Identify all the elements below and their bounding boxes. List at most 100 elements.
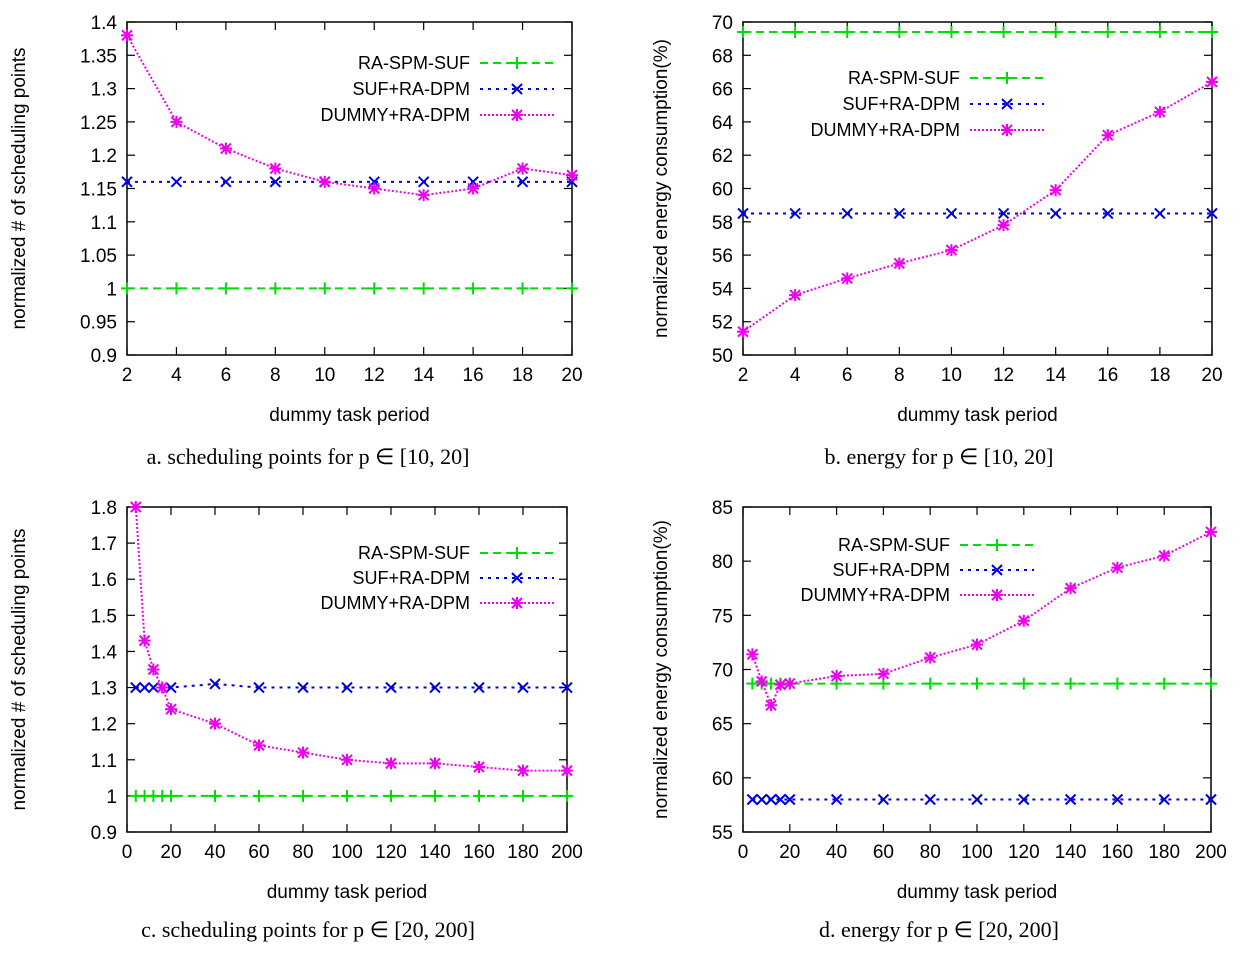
data-point bbox=[297, 746, 309, 759]
data-point bbox=[1158, 549, 1171, 562]
x-tick-label: 40 bbox=[826, 842, 847, 863]
x-tick-label: 10 bbox=[314, 365, 335, 386]
data-point bbox=[517, 789, 529, 802]
y-tick-label: 80 bbox=[712, 552, 733, 573]
data-point bbox=[971, 638, 983, 651]
x-tick-label: 10 bbox=[941, 365, 962, 386]
data-point bbox=[877, 667, 890, 680]
data-point bbox=[269, 176, 282, 188]
data-point bbox=[269, 162, 282, 175]
data-point bbox=[1111, 561, 1124, 574]
data-point bbox=[746, 793, 759, 806]
legend-marker bbox=[511, 547, 523, 559]
data-point bbox=[417, 176, 430, 188]
data-point bbox=[297, 681, 309, 694]
data-point bbox=[561, 789, 573, 802]
y-axis-title: normalized # of scheduling points bbox=[9, 47, 30, 329]
data-point bbox=[1158, 677, 1171, 690]
x-tick-label: 14 bbox=[1045, 365, 1067, 386]
data-point bbox=[341, 789, 353, 802]
data-point bbox=[1049, 184, 1062, 197]
x-tick-label: 2 bbox=[122, 365, 133, 386]
data-point bbox=[789, 289, 802, 302]
plot-frame bbox=[742, 21, 1213, 356]
data-point bbox=[924, 793, 936, 806]
data-point bbox=[737, 207, 749, 220]
panel-caption: a. scheduling points for p ∈ [10, 20] bbox=[147, 444, 470, 469]
data-point bbox=[789, 25, 802, 38]
legend-label: DUMMY+RA-DPM bbox=[800, 585, 950, 605]
y-tick-label: 1.8 bbox=[91, 498, 117, 519]
legend-marker bbox=[1001, 72, 1013, 84]
series-line-2 bbox=[751, 531, 1212, 708]
data-point bbox=[997, 219, 1010, 232]
legend-label: DUMMY+RA-DPM bbox=[320, 105, 470, 125]
data-point bbox=[473, 789, 485, 802]
x-tick-label: 4 bbox=[171, 365, 182, 386]
data-point bbox=[971, 677, 983, 690]
data-point bbox=[138, 681, 151, 694]
x-tick-label: 14 bbox=[413, 365, 435, 386]
data-point bbox=[318, 175, 331, 188]
x-tick-label: 4 bbox=[790, 365, 801, 386]
data-point bbox=[341, 753, 353, 766]
legend-marker bbox=[511, 109, 523, 121]
data-point bbox=[253, 789, 265, 802]
x-tick-label: 140 bbox=[1055, 842, 1087, 863]
data-point bbox=[165, 789, 177, 802]
data-point bbox=[429, 757, 441, 770]
legend-marker bbox=[1001, 124, 1013, 136]
x-tick-label: 160 bbox=[1102, 842, 1134, 863]
data-point bbox=[830, 793, 843, 806]
data-point bbox=[561, 764, 573, 777]
data-point bbox=[467, 282, 480, 295]
data-point bbox=[130, 681, 142, 694]
data-point bbox=[429, 789, 441, 802]
y-tick-label: 52 bbox=[712, 313, 733, 334]
data-point bbox=[165, 703, 177, 716]
data-point bbox=[945, 207, 958, 220]
data-point bbox=[789, 207, 801, 220]
data-point bbox=[297, 789, 309, 802]
data-point bbox=[945, 244, 958, 257]
data-point bbox=[1102, 207, 1114, 220]
x-tick-label: 120 bbox=[375, 842, 407, 863]
y-tick-label: 1.05 bbox=[80, 246, 117, 267]
data-point bbox=[1049, 207, 1062, 220]
x-tick-label: 140 bbox=[419, 842, 451, 863]
data-point bbox=[517, 681, 529, 694]
data-point bbox=[1205, 677, 1217, 690]
legend-label: RA-SPM-SUF bbox=[838, 535, 950, 555]
legend-label: RA-SPM-SUF bbox=[848, 68, 960, 88]
data-point bbox=[156, 681, 169, 694]
y-tick-label: 70 bbox=[712, 661, 733, 682]
data-point bbox=[893, 257, 906, 270]
y-tick-label: 56 bbox=[712, 246, 733, 267]
data-point bbox=[318, 282, 331, 295]
data-point bbox=[121, 282, 133, 295]
y-tick-label: 68 bbox=[712, 46, 733, 67]
data-point bbox=[121, 176, 133, 188]
legend-label: DUMMY+RA-DPM bbox=[320, 593, 470, 613]
x-tick-label: 12 bbox=[364, 365, 385, 386]
x-tick-label: 16 bbox=[1097, 365, 1118, 386]
data-point bbox=[566, 282, 578, 295]
data-point bbox=[566, 169, 578, 182]
plot-frame bbox=[126, 21, 573, 356]
x-tick-label: 6 bbox=[221, 365, 232, 386]
panel-caption: d. energy for p ∈ [20, 200] bbox=[819, 917, 1059, 942]
y-tick-label: 1.35 bbox=[80, 46, 117, 67]
y-tick-label: 1.3 bbox=[91, 80, 117, 101]
y-tick-label: 85 bbox=[712, 498, 733, 519]
series-line-2 bbox=[126, 34, 573, 197]
data-point bbox=[219, 142, 232, 155]
data-point bbox=[170, 176, 183, 188]
x-tick-label: 0 bbox=[122, 842, 133, 863]
legend-label: RA-SPM-SUF bbox=[358, 543, 470, 563]
y-tick-label: 1.3 bbox=[91, 679, 117, 700]
data-point bbox=[209, 789, 221, 802]
legend-label: SUF+RA-DPM bbox=[352, 568, 470, 588]
y-tick-label: 60 bbox=[712, 769, 733, 790]
x-tick-label: 8 bbox=[270, 365, 281, 386]
